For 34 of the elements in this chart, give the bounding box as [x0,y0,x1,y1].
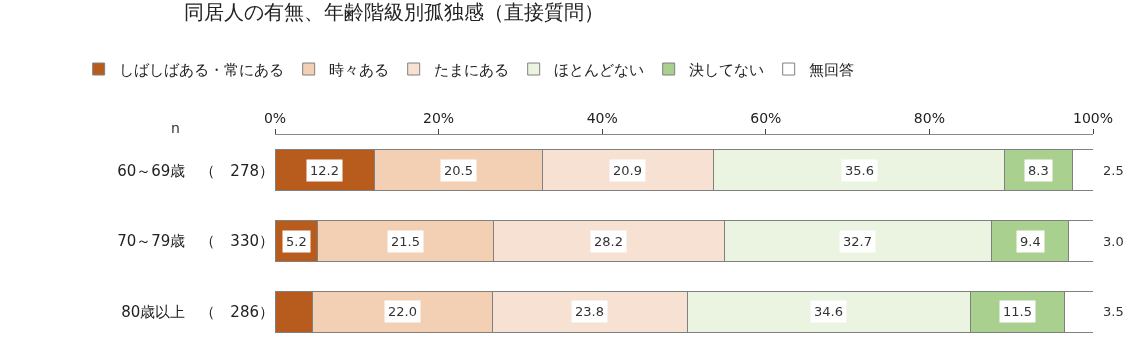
data-label: 32.7 [843,234,872,249]
data-label: 2.5 [1103,163,1124,178]
legend-label: しばしばある・常にある [118,60,284,79]
data-label: 35.6 [845,163,874,178]
legend-label: 無回答 [808,60,854,79]
legend-label: ほとんどない [553,60,644,79]
data-label: 12.2 [310,163,339,178]
data-label: 8.3 [1028,163,1049,178]
x-tick-label: 60% [750,110,782,127]
data-label: 20.9 [613,163,642,178]
legend-label: たまにある [433,60,509,79]
x-tick-label: 100% [1072,110,1114,127]
y-tick-label: 60～69歳 （ 278） [117,161,274,180]
y-tick-label: 70～79歳 （ 330） [117,232,274,251]
x-tick-label: 0% [263,110,287,127]
x-tick-label: 40% [586,110,618,127]
data-label: 23.8 [575,304,604,319]
data-label: 5.2 [286,234,307,249]
x-tick-label: 80% [913,110,945,127]
x-tick-label: 20% [423,110,455,127]
data-label: 3.0 [1103,234,1124,249]
data-label: 22.0 [388,304,417,319]
text: n [171,120,180,136]
legend-label: 決してない [688,60,764,79]
data-label: 9.4 [1020,234,1041,249]
data-label: 28.2 [594,234,623,249]
data-label: 21.5 [391,234,420,249]
legend-label: 時々ある [328,60,389,79]
chart-title: 同居人の有無、年齢階級別孤独感（直接質問） [183,0,604,25]
data-label: 3.5 [1103,304,1124,319]
data-label: 34.6 [814,304,843,319]
data-label: 11.5 [1003,304,1032,319]
y-tick-label: 80歳以上 （ 286） [121,302,274,321]
data-label: 20.5 [444,163,473,178]
